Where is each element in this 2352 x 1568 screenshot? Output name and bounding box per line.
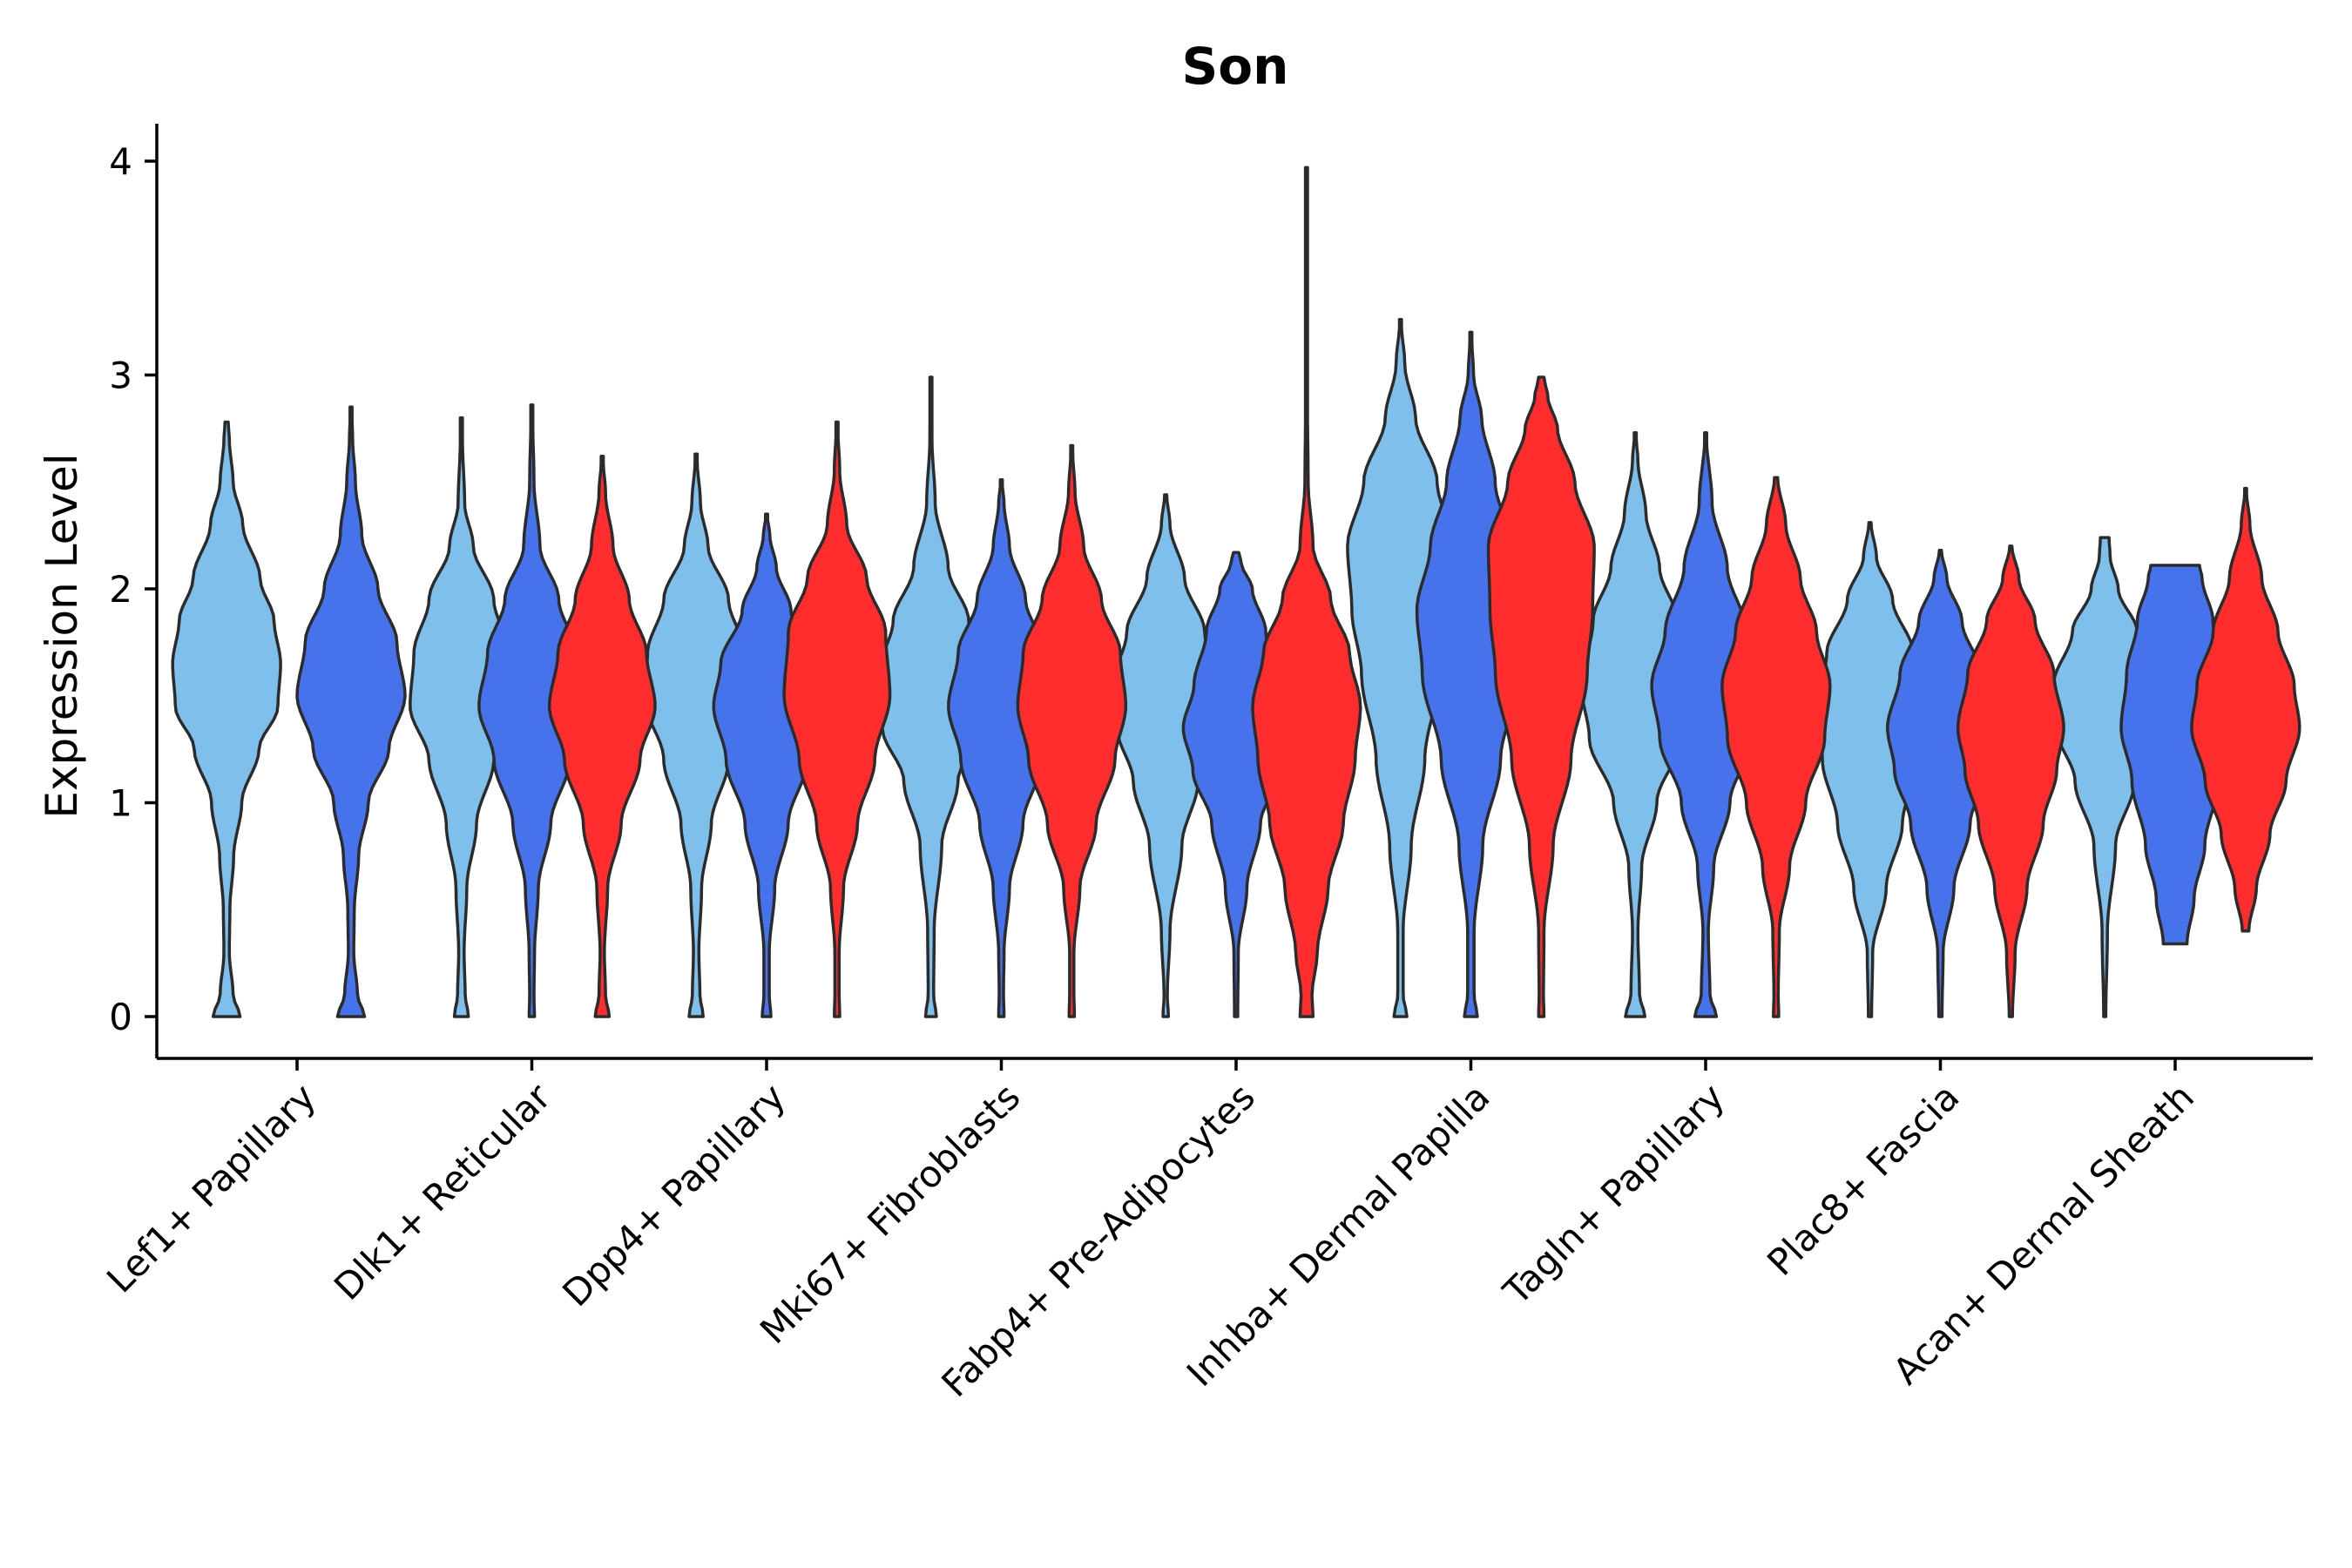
x-tick-label: Mki67+ Fibroblasts: [752, 1075, 1028, 1351]
y-tick-label: 3: [109, 355, 132, 397]
y-tick-label: 1: [109, 782, 132, 825]
x-tick-label: Dlk1+ Reticular: [326, 1075, 559, 1308]
violin-layer: [172, 167, 2300, 1017]
violin-fabp4-pre-adipocytes-group-3: [1253, 167, 1361, 1017]
x-tick-label: Dpp4+ Papillary: [554, 1075, 794, 1315]
x-tick-label: Plac8+ Fascia: [1759, 1075, 1967, 1283]
y-ticks: 0 1 2 3 4: [109, 140, 157, 1038]
violin-acan-dermal-sheath-group-3: [2192, 489, 2300, 931]
violin-plac8-fascia-group-3: [1958, 546, 2065, 1017]
chart-title: Son: [1182, 37, 1289, 96]
violin-dlk1-reticular-group-3: [550, 456, 655, 1017]
y-tick-label: 2: [109, 568, 132, 611]
violin-mki67-fibroblasts-group-3: [1017, 446, 1125, 1017]
x-tick-label: Lef1+ Papillary: [98, 1075, 324, 1301]
violin-dpp4-papillary-group-3: [784, 422, 890, 1017]
y-tick-label: 0: [109, 996, 132, 1038]
violin-inhba-dermal-papilla-group-3: [1489, 377, 1595, 1017]
violin-tagln-papillary-group-3: [1722, 477, 1830, 1017]
violin-lef1-papillary-group-2: [297, 407, 405, 1017]
violin-chart: Son Expression Level 0 1 2 3 4 Lef1+ Papilla…: [0, 0, 2352, 1568]
y-tick-label: 4: [109, 140, 132, 183]
violin-lef1-papillary-group-1: [172, 422, 280, 1017]
x-tick-label: Tagln+ Papillary: [1495, 1075, 1733, 1313]
y-axis-label: Expression Level: [37, 453, 87, 818]
